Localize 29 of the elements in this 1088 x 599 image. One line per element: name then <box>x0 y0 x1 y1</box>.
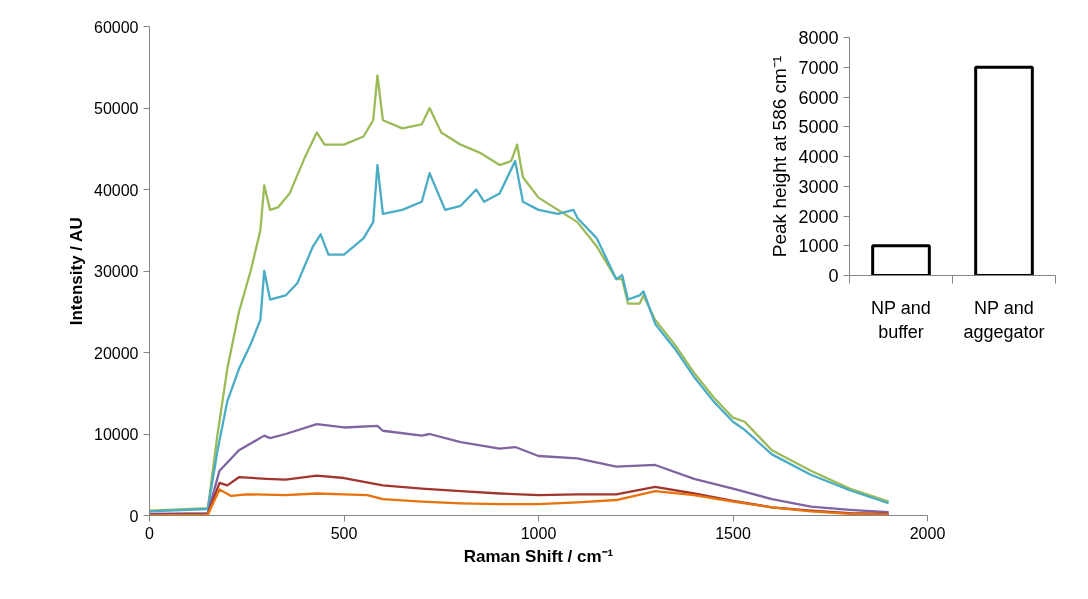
y-tick-label: 5000 <box>798 117 839 138</box>
y-tick-label: 0 <box>828 266 839 286</box>
y-tick-label: 4000 <box>798 147 839 167</box>
y-tick-label: 50000 <box>94 100 139 117</box>
x-tick-label: 1500 <box>715 524 751 542</box>
x-tick-label: 0 <box>145 524 155 542</box>
y-tick-label: 2000 <box>798 206 839 227</box>
y-tick-label: 60000 <box>94 18 139 36</box>
x-tick-label: NP and buffer <box>870 297 931 342</box>
y-tick-label: 10000 <box>94 426 139 443</box>
y-tick-label: 3000 <box>798 176 839 197</box>
x-axis-title: Raman Shift / cm⁻¹ <box>463 546 614 566</box>
y-axis-title: Intensity / AU <box>67 217 87 326</box>
line-series <box>149 488 890 516</box>
y-tick-label: 20000 <box>94 344 139 362</box>
x-tick-label: 1000 <box>520 524 557 542</box>
y-axis-title: Peak height at 586 cm⁻¹ <box>769 55 791 258</box>
y-tick-label: 40000 <box>94 181 139 199</box>
y-tick-label: 6000 <box>798 87 839 108</box>
line-series <box>149 474 890 516</box>
x-tick-label: NP and aggegator <box>963 297 1045 342</box>
y-tick-label: 8000 <box>798 28 839 48</box>
x-tick-label: 500 <box>330 524 358 542</box>
line-series <box>149 423 890 516</box>
y-tick-label: 30000 <box>94 263 139 280</box>
y-tick-label: 7000 <box>798 57 839 78</box>
y-tick-label: 1000 <box>798 236 839 257</box>
x-tick-label: 2000 <box>909 524 946 542</box>
y-tick-label: 0 <box>129 507 139 525</box>
